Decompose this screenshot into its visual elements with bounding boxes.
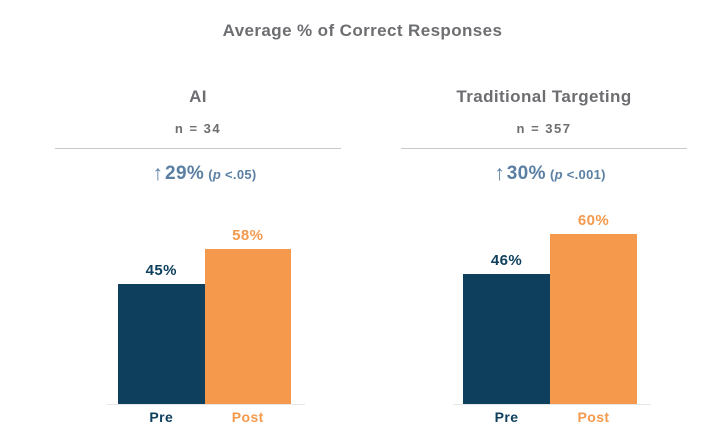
panel-ai-header: AI n = 34 [55, 87, 341, 149]
bar-traditional-pre [463, 274, 550, 404]
up-arrow-icon: ↑ [152, 162, 163, 185]
bar-group-traditional-post: 60% [550, 212, 637, 404]
bar-group-ai-post: 58% [204, 227, 291, 404]
panel-traditional-divider [401, 148, 687, 149]
panel-traditional-title: Traditional Targeting [456, 87, 632, 106]
panel-ai-title: AI [189, 87, 207, 106]
category-label-ai-pre: Pre [149, 409, 174, 425]
up-arrow-icon: ↑ [494, 162, 505, 185]
panel-ai-sample-size: n = 34 [174, 121, 222, 136]
bar-chart-traditional: 46% 60% [463, 202, 637, 404]
category-label-traditional-post: Post [577, 409, 610, 425]
bar-group-traditional-pre: 46% [463, 252, 550, 404]
axis-baseline-ai [107, 404, 305, 405]
axis-baseline-traditional [453, 404, 651, 405]
category-labels-traditional: Pre Post [463, 409, 637, 425]
bar-ai-post [204, 249, 291, 404]
bar-value-label-traditional-pre: 46% [490, 252, 523, 269]
panel-traditional-sample-size: n = 357 [516, 121, 572, 136]
bar-chart-ai: 45% 58% [118, 218, 291, 404]
bar-traditional-post [550, 234, 637, 404]
bar-value-label-traditional-post: 60% [577, 212, 610, 229]
panel-traditional-header: Traditional Targeting n = 357 [401, 87, 687, 149]
page-title: Average % of Correct Responses [222, 21, 503, 40]
bar-value-label-ai-pre: 45% [145, 262, 177, 279]
stat-ai-change: ↑ 29% (p <.05) [118, 162, 291, 186]
category-label-ai-post: Post [231, 409, 264, 425]
category-labels-ai: Pre Post [118, 409, 291, 425]
panel-ai-divider [55, 148, 341, 149]
bar-ai-pre [118, 284, 205, 404]
bar-value-label-ai-post: 58% [232, 227, 264, 244]
stat-traditional-pvalue: (p <.001) [549, 167, 606, 182]
stat-traditional-percent: 30% [506, 163, 546, 184]
category-label-traditional-pre: Pre [494, 409, 519, 425]
stat-ai-pvalue: (p <.05) [208, 167, 257, 182]
stat-ai-percent: 29% [164, 163, 205, 184]
stat-traditional-change: ↑ 30% (p <.001) [463, 162, 637, 186]
bar-group-ai-pre: 45% [118, 262, 205, 404]
